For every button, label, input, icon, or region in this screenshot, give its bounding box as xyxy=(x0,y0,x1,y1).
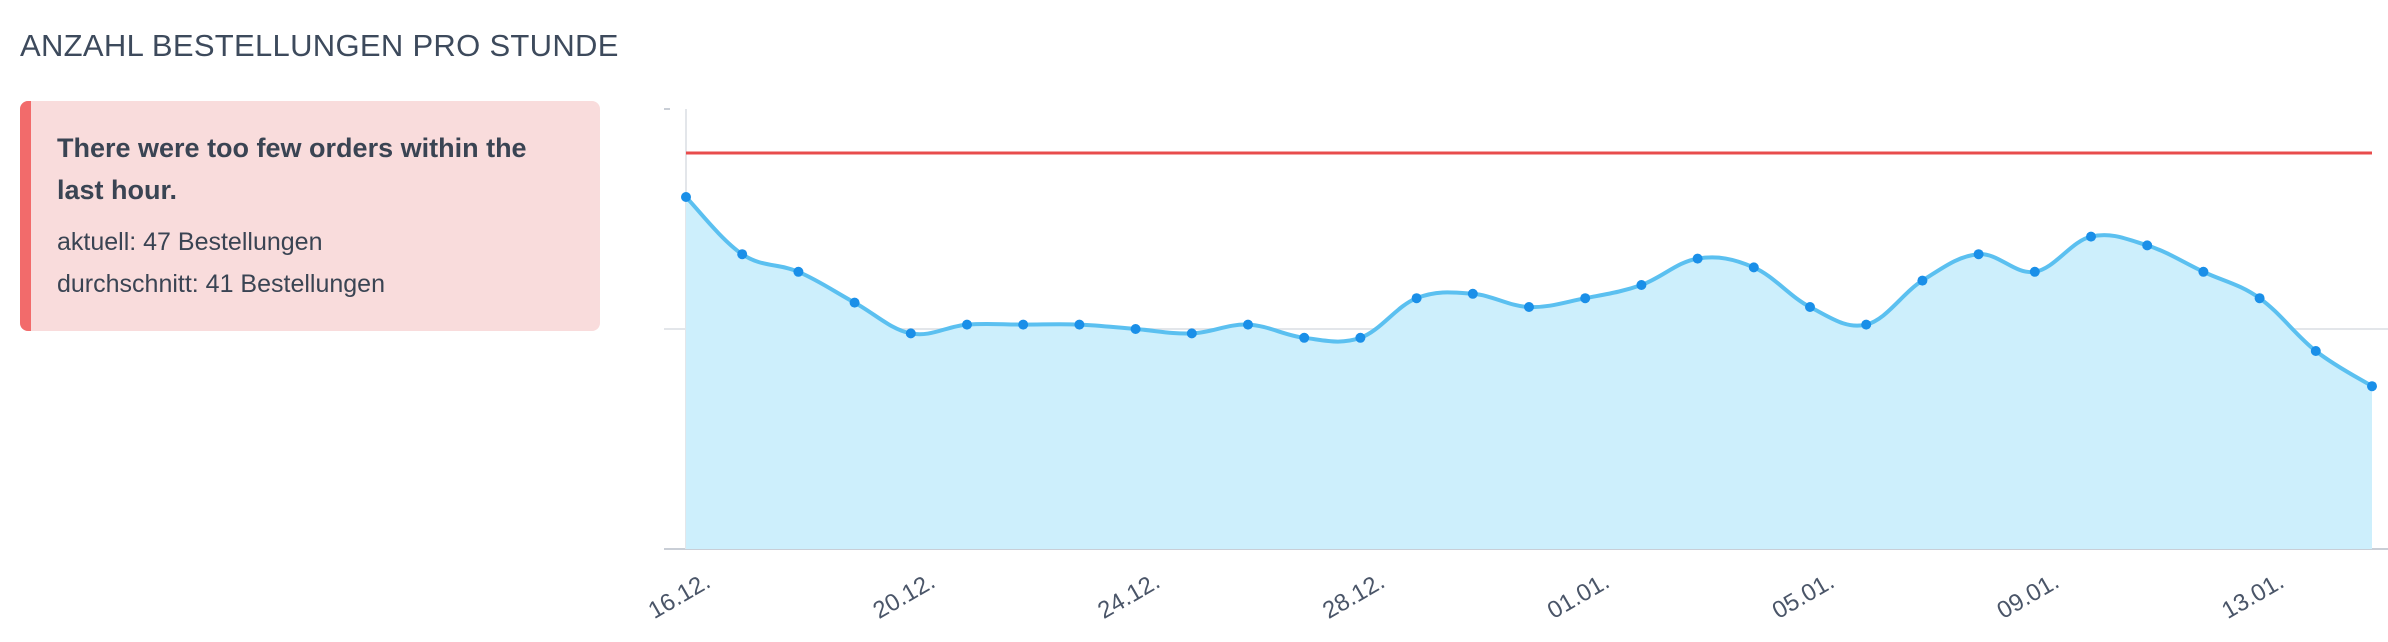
data-point-03.01.[interactable] xyxy=(1692,253,1703,264)
chart-title: ANZAHL BESTELLUNGEN PRO STUNDE xyxy=(20,28,619,63)
data-point-27.12.[interactable] xyxy=(1299,332,1310,343)
x-tick-label: 20.12. xyxy=(869,568,940,625)
data-point-16.12.[interactable] xyxy=(681,192,691,202)
alert-current-value: aktuell: 47 Bestellungen xyxy=(57,228,323,256)
x-tick-label: 13.01. xyxy=(2217,568,2288,625)
alert-heading: There were too few orders within the las… xyxy=(57,133,527,205)
data-point-12.01.[interactable] xyxy=(2198,266,2209,277)
data-point-21.12.[interactable] xyxy=(962,319,972,330)
data-point-09.01.[interactable] xyxy=(2029,266,2040,277)
data-point-25.12.[interactable] xyxy=(1186,328,1197,339)
data-point-10.01.[interactable] xyxy=(2086,231,2096,242)
data-point-30.12.[interactable] xyxy=(1467,288,1478,299)
alert-box: There were too few orders within the las… xyxy=(20,101,600,331)
data-point-23.12.[interactable] xyxy=(1074,319,1085,330)
data-point-17.12.[interactable] xyxy=(737,249,748,260)
alert-average-value: durchschnitt: 41 Bestellungen xyxy=(57,270,385,298)
series-points xyxy=(681,192,2377,392)
data-point-08.01.[interactable] xyxy=(1973,249,1984,260)
data-point-13.01.[interactable] xyxy=(2254,293,2265,304)
alert-accent-bar xyxy=(20,101,31,331)
data-point-02.01.[interactable] xyxy=(1636,280,1647,290)
data-point-22.12.[interactable] xyxy=(1018,319,1029,330)
series-area xyxy=(686,197,2372,549)
data-point-07.01.[interactable] xyxy=(1917,275,1928,286)
data-point-28.12.[interactable] xyxy=(1355,332,1366,343)
x-tick-label: 09.01. xyxy=(1993,568,2064,625)
data-point-05.01.[interactable] xyxy=(1805,302,1815,312)
x-tick-label: 28.12. xyxy=(1318,568,1389,625)
data-point-01.01.[interactable] xyxy=(1580,293,1591,304)
data-point-29.12.[interactable] xyxy=(1411,293,1422,304)
data-point-11.01.[interactable] xyxy=(2142,240,2153,251)
x-tick-label: 24.12. xyxy=(1093,568,1164,625)
x-tick-label: 05.01. xyxy=(1768,568,1839,625)
data-point-31.12.[interactable] xyxy=(1524,302,1534,312)
x-axis-tick-labels: 16.12. 20.12. 24.12. 28.12. 01.01. 05.01. 09.0… xyxy=(644,568,2289,625)
x-tick-label: 16.12. xyxy=(644,568,715,625)
data-point-24.12.[interactable] xyxy=(1130,324,1141,334)
data-point-18.12.[interactable] xyxy=(793,266,804,277)
data-point-14.01.[interactable] xyxy=(2310,346,2321,356)
data-point-06.01.[interactable] xyxy=(1861,319,1872,330)
data-point-20.12.[interactable] xyxy=(905,328,916,339)
data-point-19.12.[interactable] xyxy=(849,297,860,308)
x-tick-label: 01.01. xyxy=(1543,568,1614,625)
data-point-26.12.[interactable] xyxy=(1243,319,1253,330)
data-point-15.01.[interactable] xyxy=(2367,381,2377,392)
data-point-04.01.[interactable] xyxy=(1748,262,1759,273)
